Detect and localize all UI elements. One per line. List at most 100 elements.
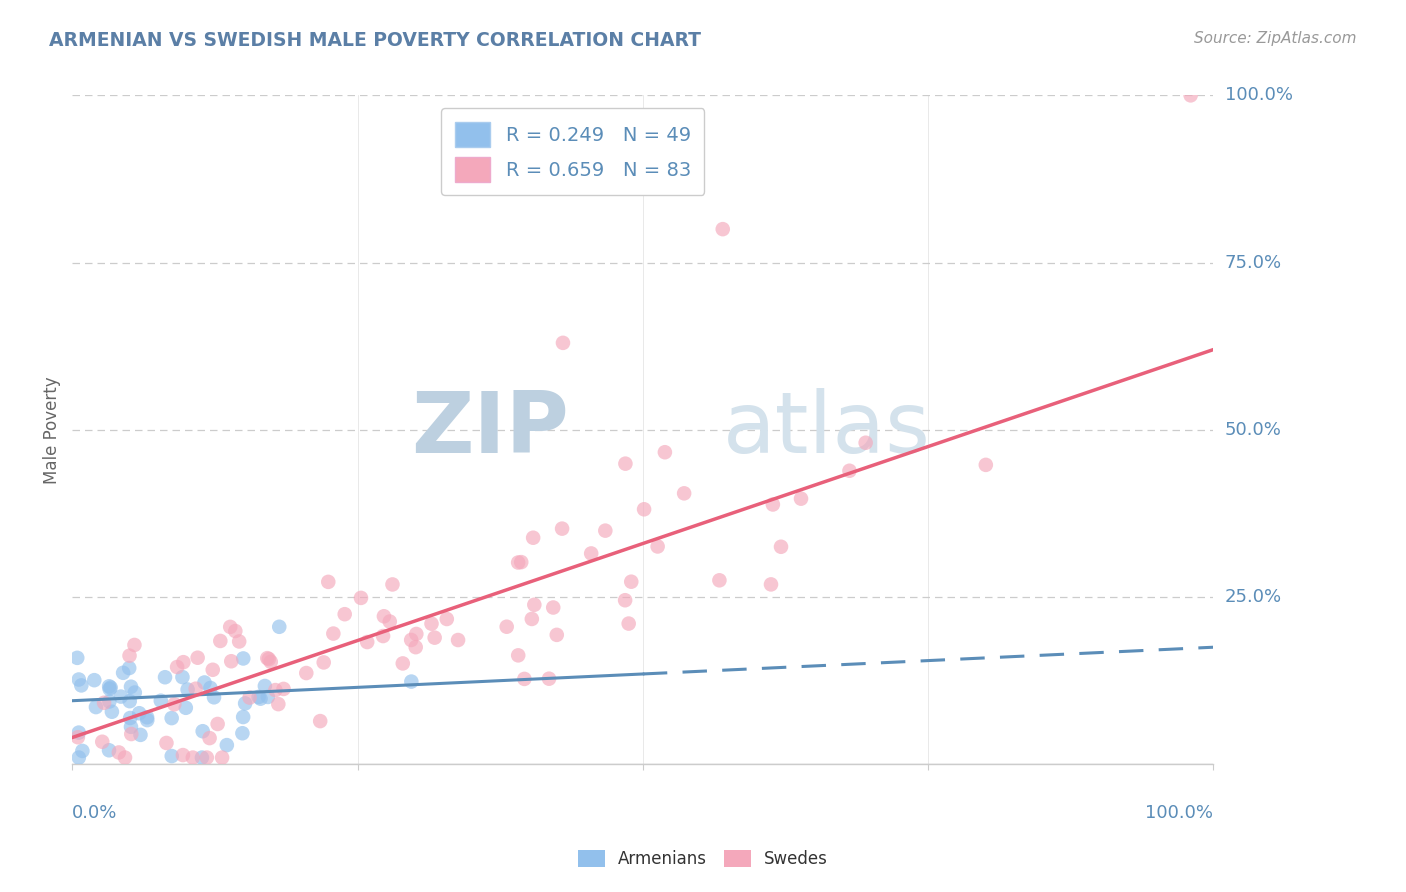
Point xyxy=(405,640,427,655)
Point xyxy=(256,651,278,665)
Point xyxy=(155,736,177,750)
Point xyxy=(232,651,254,665)
Point xyxy=(118,661,141,675)
Point xyxy=(322,626,344,640)
Text: 100.0%: 100.0% xyxy=(1225,87,1292,104)
Text: ARMENIAN VS SWEDISH MALE POVERTY CORRELATION CHART: ARMENIAN VS SWEDISH MALE POVERTY CORRELA… xyxy=(49,31,702,50)
Point xyxy=(654,445,676,459)
Point xyxy=(260,655,283,669)
Point xyxy=(520,612,543,626)
Point xyxy=(211,750,233,764)
Point xyxy=(551,522,574,536)
Point xyxy=(264,683,287,698)
Point xyxy=(174,700,197,714)
Point xyxy=(224,624,246,638)
Point xyxy=(231,726,253,740)
Point xyxy=(617,616,640,631)
Point xyxy=(401,674,423,689)
Point xyxy=(391,657,413,671)
Point xyxy=(195,750,218,764)
Point xyxy=(98,681,121,696)
Point xyxy=(769,540,792,554)
Point xyxy=(193,675,215,690)
Point xyxy=(136,713,159,727)
Point xyxy=(200,681,222,695)
Point xyxy=(253,679,276,693)
Text: atlas: atlas xyxy=(723,388,931,471)
Point xyxy=(72,744,94,758)
Point xyxy=(191,724,214,739)
Text: Source: ZipAtlas.com: Source: ZipAtlas.com xyxy=(1194,31,1357,46)
Point xyxy=(114,750,136,764)
Point xyxy=(399,632,422,647)
Point xyxy=(541,600,564,615)
Point xyxy=(647,540,669,554)
Point xyxy=(350,591,373,605)
Point xyxy=(153,670,176,684)
Point xyxy=(373,609,395,624)
Point xyxy=(98,743,121,757)
Point xyxy=(202,690,225,705)
Point xyxy=(614,593,637,607)
Point xyxy=(447,633,470,648)
Point xyxy=(67,750,90,764)
Point xyxy=(838,464,860,478)
Text: 100.0%: 100.0% xyxy=(1146,805,1213,822)
Point xyxy=(110,690,132,704)
Legend: R = 0.249   N = 49, R = 0.659   N = 83: R = 0.249 N = 49, R = 0.659 N = 83 xyxy=(441,109,704,195)
Point xyxy=(70,678,93,692)
Point xyxy=(551,335,574,350)
Point xyxy=(257,652,280,666)
Point xyxy=(711,222,734,236)
Point xyxy=(614,457,637,471)
Point xyxy=(974,458,997,472)
Point xyxy=(98,679,121,693)
Point xyxy=(83,673,105,688)
Point xyxy=(239,690,262,705)
Point xyxy=(333,607,356,622)
Point xyxy=(495,620,517,634)
Point xyxy=(184,681,207,696)
Point xyxy=(124,685,146,699)
Point xyxy=(249,691,271,706)
Point xyxy=(273,681,295,696)
Point xyxy=(67,673,90,687)
Point xyxy=(356,635,378,649)
Point xyxy=(673,486,696,500)
Point xyxy=(172,655,194,669)
Point xyxy=(378,615,401,629)
Point xyxy=(232,710,254,724)
Point xyxy=(191,750,214,764)
Point xyxy=(420,616,443,631)
Point xyxy=(620,574,643,589)
Point xyxy=(124,638,146,652)
Point xyxy=(595,524,617,538)
Point xyxy=(1180,88,1202,103)
Text: 0.0%: 0.0% xyxy=(72,805,118,822)
Point xyxy=(381,577,404,591)
Point xyxy=(198,731,221,745)
Point xyxy=(163,698,186,712)
Point xyxy=(790,491,813,506)
Point xyxy=(709,574,731,588)
Point xyxy=(522,531,544,545)
Point xyxy=(98,694,121,708)
Point xyxy=(112,665,135,680)
Point xyxy=(513,672,536,686)
Point xyxy=(160,711,183,725)
Point xyxy=(187,650,209,665)
Point xyxy=(118,648,141,663)
Point xyxy=(855,435,877,450)
Point xyxy=(67,725,90,739)
Point xyxy=(508,648,530,663)
Point xyxy=(295,666,318,681)
Point xyxy=(93,696,115,710)
Point xyxy=(219,620,242,634)
Point xyxy=(405,627,427,641)
Point xyxy=(371,629,394,643)
Point xyxy=(257,690,280,704)
Point xyxy=(633,502,655,516)
Point xyxy=(267,697,290,711)
Point xyxy=(136,710,159,724)
Point xyxy=(316,574,339,589)
